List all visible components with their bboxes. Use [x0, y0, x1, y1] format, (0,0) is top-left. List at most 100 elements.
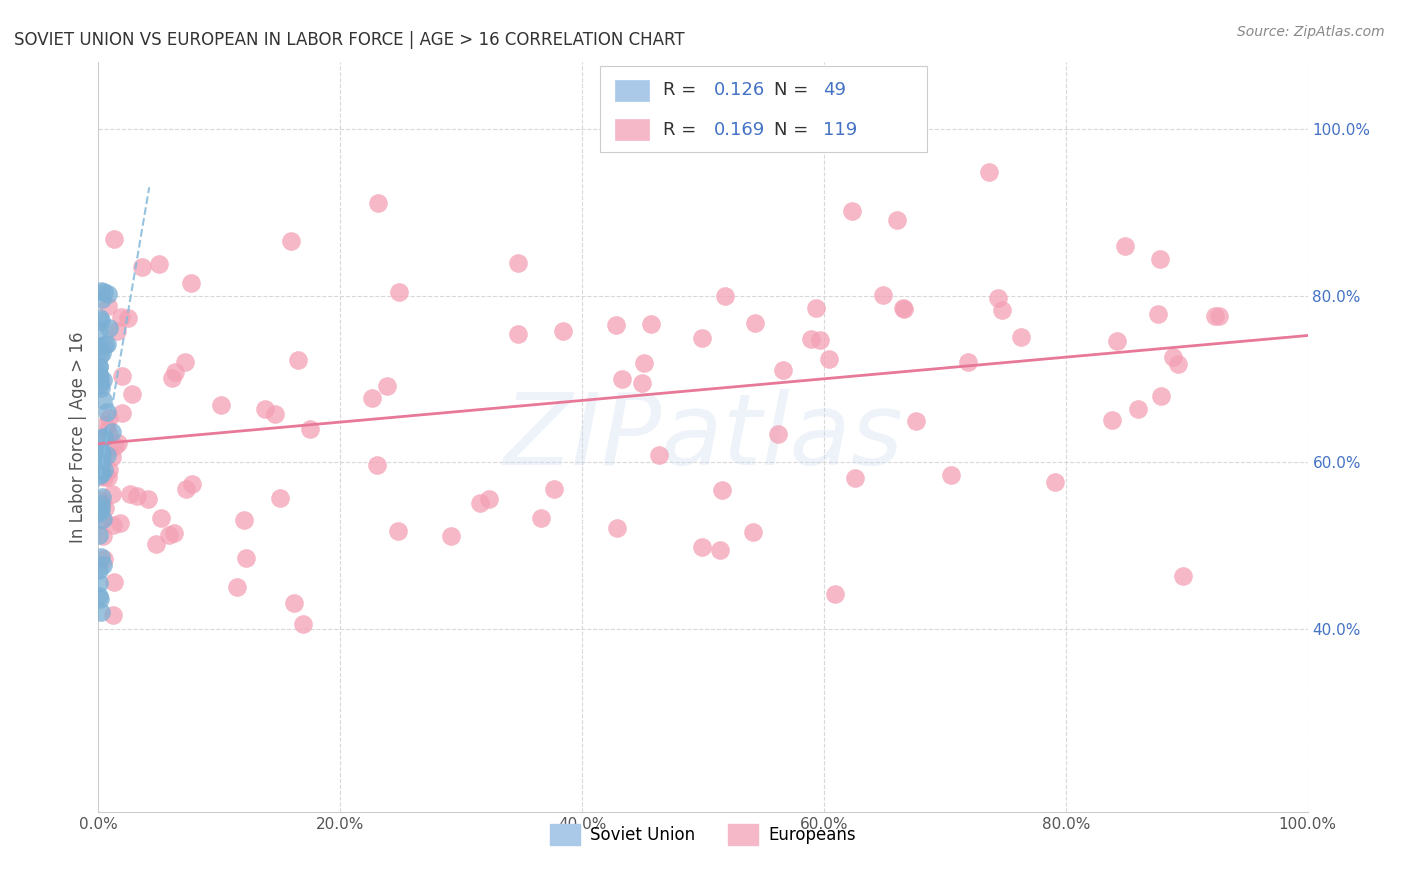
- Point: [165, 364, 187, 378]
- Point: [280, 234, 302, 248]
- Point: [93, 463, 115, 477]
- Point: [89, 310, 111, 325]
- Point: [226, 580, 249, 594]
- Point: [89, 378, 111, 392]
- Point: [91, 392, 114, 407]
- Point: [209, 398, 232, 412]
- Point: [89, 528, 111, 542]
- Point: [1150, 389, 1173, 403]
- Point: [977, 165, 1000, 179]
- Point: [841, 203, 863, 218]
- Point: [690, 331, 713, 345]
- Point: [367, 196, 389, 211]
- Point: [939, 467, 962, 482]
- Point: [744, 316, 766, 330]
- Point: [991, 303, 1014, 318]
- Point: [1105, 334, 1128, 348]
- Point: [87, 324, 110, 338]
- Point: [160, 371, 183, 385]
- Point: [90, 605, 112, 619]
- Point: [709, 543, 731, 558]
- Point: [90, 443, 112, 458]
- Point: [872, 288, 894, 302]
- Point: [111, 406, 134, 420]
- Point: [93, 470, 115, 484]
- Point: [742, 524, 765, 539]
- Point: [89, 464, 111, 478]
- Point: [108, 516, 131, 531]
- Point: [360, 391, 382, 405]
- Point: [94, 501, 117, 516]
- Point: [91, 373, 114, 387]
- Point: [90, 314, 112, 328]
- Point: [1114, 239, 1136, 253]
- Point: [98, 320, 121, 334]
- Point: [87, 589, 110, 603]
- Point: [87, 359, 110, 374]
- Point: [136, 491, 159, 506]
- Point: [1101, 413, 1123, 427]
- Point: [904, 414, 927, 428]
- FancyBboxPatch shape: [614, 79, 648, 101]
- Point: [96, 448, 118, 462]
- Legend: Soviet Union, Europeans: Soviet Union, Europeans: [543, 817, 863, 852]
- Point: [93, 285, 115, 300]
- Point: [111, 369, 134, 384]
- Text: N =: N =: [775, 81, 814, 99]
- Point: [89, 468, 111, 483]
- Point: [710, 483, 733, 497]
- Point: [174, 355, 197, 369]
- Point: [90, 550, 112, 565]
- Point: [89, 348, 111, 362]
- Point: [91, 292, 114, 306]
- Point: [89, 447, 111, 461]
- Point: [98, 463, 121, 477]
- Point: [98, 410, 121, 425]
- Point: [89, 339, 111, 353]
- Point: [844, 471, 866, 485]
- Y-axis label: In Labor Force | Age > 16: In Labor Force | Age > 16: [69, 331, 87, 543]
- Point: [886, 213, 908, 227]
- Point: [470, 496, 492, 510]
- Point: [283, 596, 305, 610]
- Point: [91, 490, 114, 504]
- Point: [101, 517, 124, 532]
- Point: [93, 551, 115, 566]
- Point: [631, 376, 654, 391]
- Text: 49: 49: [823, 81, 845, 99]
- Point: [174, 482, 197, 496]
- Point: [987, 291, 1010, 305]
- Point: [98, 427, 121, 442]
- Point: [1045, 475, 1067, 489]
- Point: [90, 456, 112, 470]
- Point: [89, 452, 111, 467]
- Point: [118, 487, 141, 501]
- Point: [1146, 307, 1168, 321]
- Point: [148, 257, 170, 271]
- FancyBboxPatch shape: [614, 120, 648, 140]
- Point: [808, 333, 831, 347]
- Point: [506, 256, 529, 270]
- Point: [96, 405, 118, 419]
- Point: [551, 324, 574, 338]
- Text: SOVIET UNION VS EUROPEAN IN LABOR FORCE | AGE > 16 CORRELATION CHART: SOVIET UNION VS EUROPEAN IN LABOR FORCE …: [14, 31, 685, 49]
- Point: [235, 551, 257, 566]
- Point: [692, 540, 714, 554]
- Point: [388, 285, 411, 299]
- Point: [104, 440, 127, 454]
- Point: [110, 310, 132, 325]
- Text: 0.126: 0.126: [714, 81, 765, 99]
- Point: [101, 425, 124, 440]
- Point: [89, 506, 111, 520]
- Point: [90, 381, 112, 395]
- Point: [506, 326, 529, 341]
- Point: [440, 529, 463, 543]
- Point: [105, 324, 128, 338]
- Point: [107, 436, 129, 450]
- Point: [87, 575, 110, 590]
- Point: [149, 511, 172, 525]
- Point: [117, 311, 139, 326]
- Point: [269, 491, 291, 505]
- Point: [91, 529, 114, 543]
- Point: [93, 558, 115, 573]
